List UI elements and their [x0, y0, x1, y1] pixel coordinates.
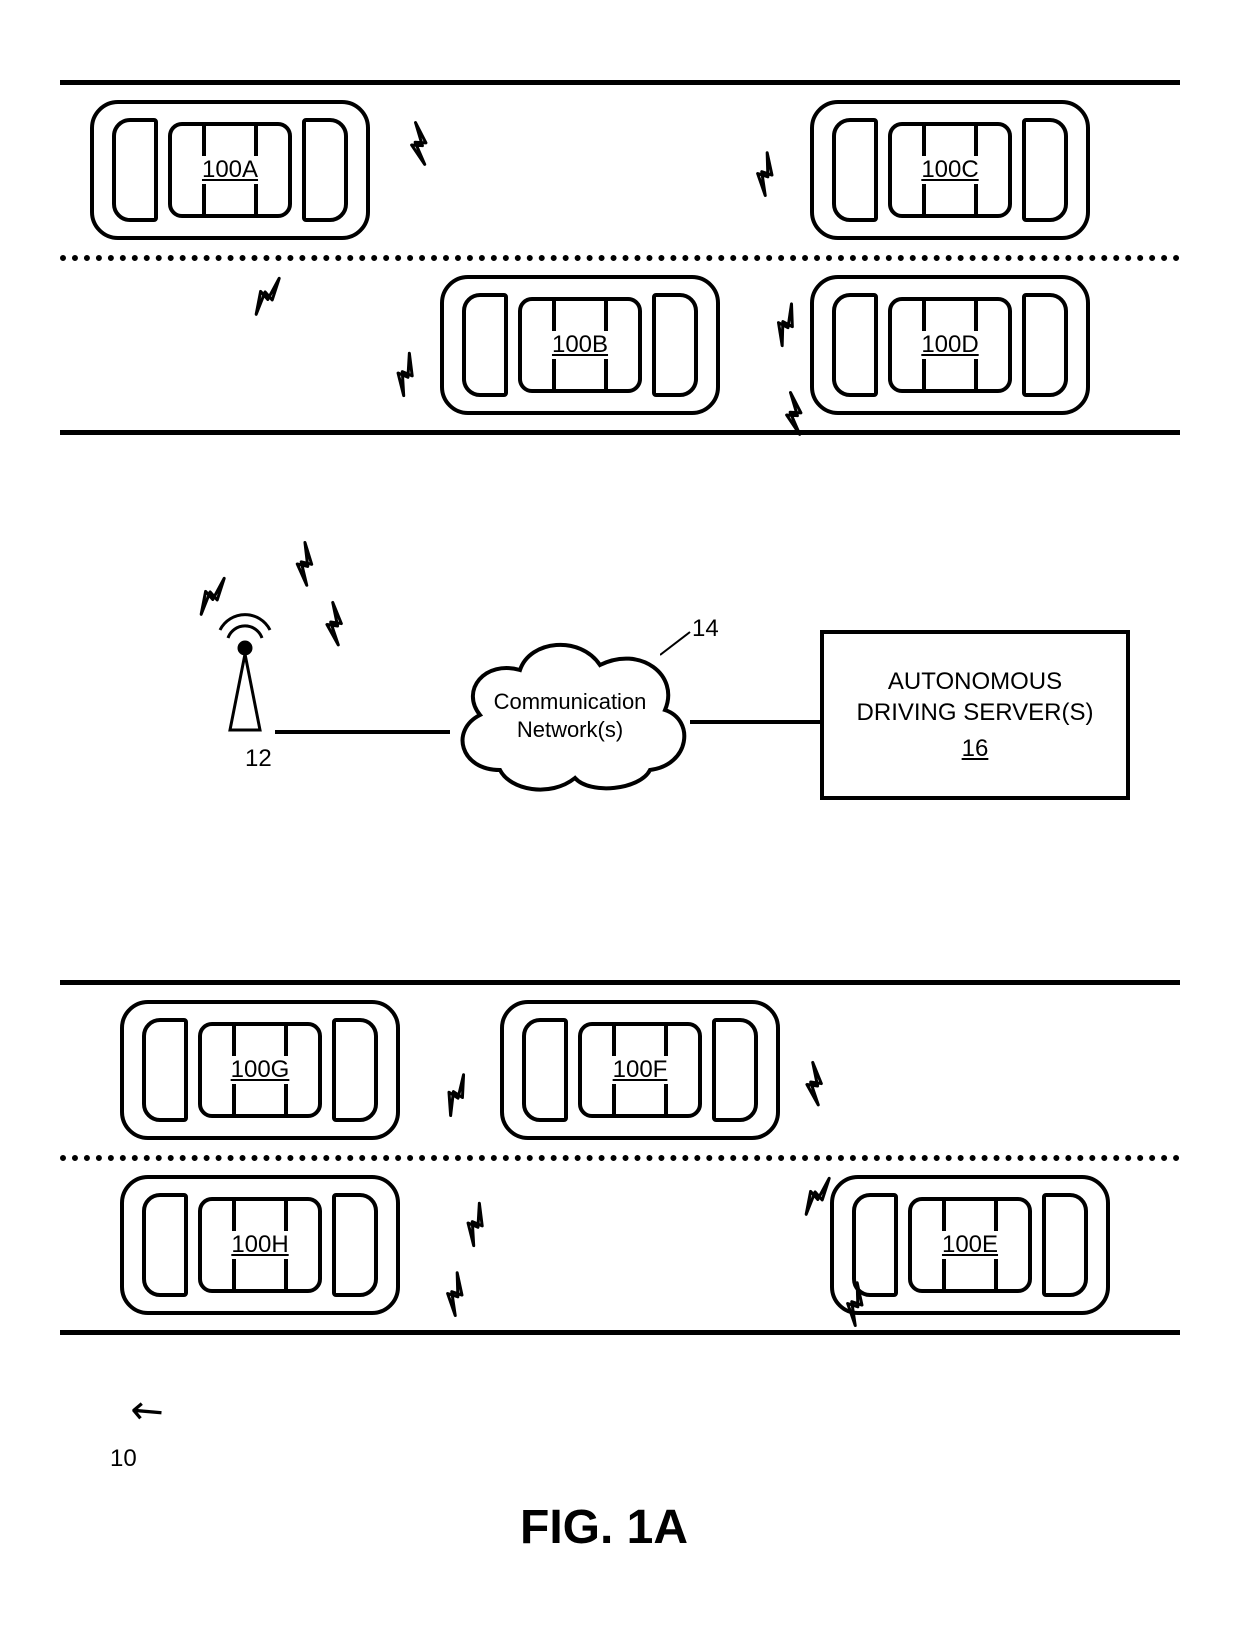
antenna-ref-label: 12: [245, 745, 272, 773]
road-mid-top-solid: [60, 430, 1180, 435]
car-cabin: 100E: [908, 1197, 1032, 1293]
wireless-signal-icon: [727, 142, 798, 214]
car-trunk: [142, 1193, 188, 1297]
wireless-signal-icon: [747, 292, 819, 363]
car-cabin: 100G: [198, 1022, 322, 1118]
car-trunk: [142, 1018, 188, 1122]
leader-14: [660, 630, 700, 670]
server-line1: AUTONOMOUS: [888, 666, 1062, 697]
car-label: 100E: [938, 1231, 1002, 1259]
car-hood: [832, 118, 878, 222]
road-mid-bot-solid: [60, 980, 1180, 985]
wireless-signal-icon: [417, 1262, 488, 1334]
server-line2: DRIVING SERVER(S): [857, 697, 1094, 728]
vehicle-100f: 100F: [500, 1000, 780, 1140]
server-ref-label: 16: [962, 733, 989, 764]
system-ref-label: 10: [110, 1445, 137, 1473]
car-label: 100C: [917, 156, 982, 184]
vehicle-100g: 100G: [120, 1000, 400, 1140]
wireless-signal-icon: [779, 1052, 847, 1123]
car-trunk: [652, 293, 698, 397]
network-line2: Network(s): [517, 717, 623, 742]
figure-page: 100A 100B 100C 100D 100E 100F 100G 100H 12 Comm…: [0, 0, 1240, 1646]
car-hood: [712, 1018, 758, 1122]
wire-antenna-cloud: [275, 730, 450, 734]
wireless-signal-icon: [299, 592, 367, 663]
vehicle-100h: 100H: [120, 1175, 400, 1315]
car-cabin: 100B: [518, 297, 642, 393]
antenna-icon: [200, 600, 290, 745]
figure-caption: FIG. 1A: [520, 1500, 688, 1555]
car-hood: [112, 118, 158, 222]
vehicle-100a: 100A: [90, 100, 370, 240]
car-label: 100F: [609, 1056, 672, 1084]
car-cabin: 100C: [888, 122, 1012, 218]
network-line1: Communication: [494, 689, 647, 714]
car-trunk: [302, 118, 348, 222]
car-cabin: 100A: [168, 122, 292, 218]
road-top-dashed: [60, 255, 1180, 261]
car-cabin: 100D: [888, 297, 1012, 393]
car-cabin: 100H: [198, 1197, 322, 1293]
car-label: 100B: [548, 331, 612, 359]
car-trunk: [1022, 293, 1068, 397]
server-box: AUTONOMOUS DRIVING SERVER(S) 16: [820, 630, 1130, 800]
wireless-signal-icon: [417, 1063, 489, 1133]
car-label: 100D: [917, 331, 982, 359]
car-hood: [332, 1193, 378, 1297]
wireless-signal-icon: [437, 1192, 509, 1264]
car-trunk: [1022, 118, 1068, 222]
wireless-signal-icon: [385, 113, 450, 183]
car-hood: [462, 293, 508, 397]
wireless-signal-icon: [367, 342, 439, 414]
car-cabin: 100F: [578, 1022, 702, 1118]
arrow-icon: ↖: [119, 1383, 174, 1440]
wireless-signal-icon: [229, 267, 297, 329]
vehicle-100d: 100D: [810, 275, 1090, 415]
car-hood: [832, 293, 878, 397]
car-label: 100A: [198, 156, 262, 184]
road-top-solid: [60, 80, 1180, 85]
car-label: 100H: [227, 1231, 292, 1259]
car-trunk: [522, 1018, 568, 1122]
wire-cloud-server: [690, 720, 820, 724]
vehicle-100c: 100C: [810, 100, 1090, 240]
car-label: 100G: [227, 1056, 294, 1084]
road-bot-solid: [60, 1330, 1180, 1335]
vehicle-100b: 100B: [440, 275, 720, 415]
car-hood: [1042, 1193, 1088, 1297]
network-cloud-label: Communication Network(s): [485, 688, 655, 743]
road-bot-dashed: [60, 1155, 1180, 1161]
car-hood: [332, 1018, 378, 1122]
